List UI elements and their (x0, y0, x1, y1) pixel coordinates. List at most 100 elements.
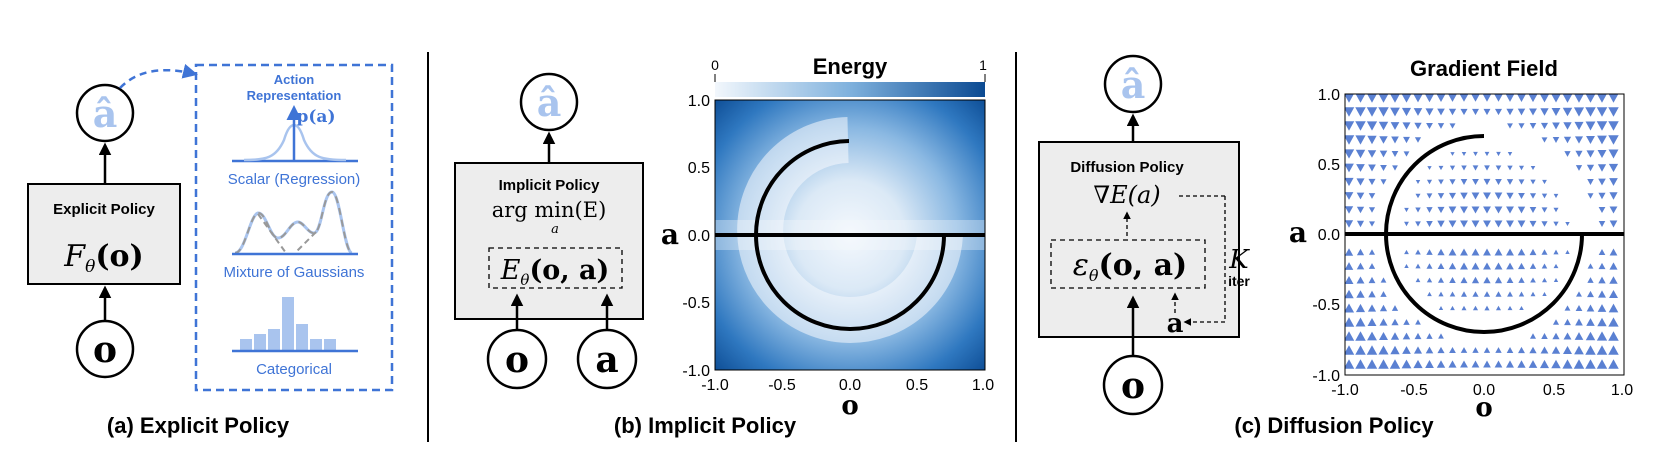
gradient-field-title: Gradient Field (1410, 56, 1558, 81)
field-arrow (1542, 179, 1547, 185)
field-arrow (1390, 332, 1400, 340)
field-arrow (1450, 305, 1455, 311)
field-arrow (1495, 305, 1502, 311)
caption-diffusion: (c) Diffusion Policy (1234, 413, 1434, 438)
field-arrow (1391, 150, 1399, 158)
xtick: -1.0 (1331, 382, 1359, 399)
field-arrow (1367, 331, 1377, 341)
field-arrow (1449, 346, 1456, 354)
field-arrow (1378, 107, 1389, 117)
scalar-regression-label: Scalar (Regression) (228, 171, 361, 188)
field-arrow (1356, 220, 1365, 228)
field-arrow (1426, 207, 1433, 213)
field-arrow (1574, 94, 1584, 103)
field-arrow (1564, 318, 1571, 326)
field-arrow (1483, 347, 1491, 353)
scalar-regression-plot (232, 105, 358, 163)
output-symbol: â (537, 80, 562, 125)
field-arrow (1425, 108, 1434, 116)
field-arrow (1506, 248, 1514, 256)
field-arrow (1401, 94, 1412, 103)
field-arrow (1574, 121, 1584, 131)
field-arrow (1585, 94, 1596, 103)
panel-implicit: â Implicit Policy arg min(E) a Eθ(o, a) … (454, 54, 994, 438)
field-arrow (1368, 276, 1376, 284)
field-arrow (1355, 331, 1366, 341)
panel-explicit: â Explicit Policy Fθ(o) o Action Represe… (27, 63, 394, 438)
field-arrow (1461, 165, 1467, 171)
field-arrow (1345, 149, 1355, 159)
xtick: -0.5 (1400, 382, 1428, 399)
field-arrow (1426, 277, 1433, 283)
field-arrow (1608, 94, 1619, 103)
field-arrow (1585, 345, 1596, 355)
field-arrow (1450, 152, 1455, 156)
field-arrow (1530, 179, 1536, 185)
field-arrow (1518, 346, 1525, 354)
field-arrow (1495, 108, 1502, 116)
field-arrow (1391, 305, 1399, 311)
field-arrow (1576, 291, 1582, 297)
field-arrow (1598, 262, 1606, 270)
output-symbol: â (1121, 62, 1146, 107)
field-arrow (1553, 207, 1559, 213)
field-arrow (1460, 347, 1468, 353)
field-arrow (1494, 248, 1503, 256)
field-arrow (1355, 135, 1366, 145)
field-arrow (1415, 277, 1421, 283)
field-arrow (1367, 304, 1377, 312)
field-arrow (1565, 222, 1570, 226)
field-arrow (1483, 262, 1491, 270)
field-arrow (1483, 248, 1491, 256)
field-arrow (1552, 122, 1560, 130)
field-arrow (1585, 359, 1596, 369)
field-arrow (1460, 220, 1468, 228)
field-arrow (1448, 220, 1457, 228)
field-arrow (1483, 108, 1491, 116)
field-arrow (1345, 275, 1354, 285)
pdf-label: p(a) (297, 107, 336, 127)
field-arrow (1368, 207, 1376, 213)
field-arrow (1496, 151, 1501, 157)
xtick: 0.0 (1473, 382, 1495, 399)
ytick: -0.5 (1312, 297, 1340, 314)
mixture-of-gaussians-label: Mixture of Gaussians (224, 264, 365, 281)
field-arrow (1448, 94, 1457, 102)
field-arrow (1471, 276, 1480, 284)
field-arrow (1426, 221, 1433, 227)
field-arrow (1471, 262, 1480, 270)
field-arrow (1391, 136, 1399, 144)
explicit-policy-box (27, 183, 181, 285)
field-arrow (1609, 276, 1618, 284)
field-arrow (1436, 94, 1446, 103)
field-arrow (1541, 221, 1548, 227)
field-arrow (1608, 359, 1619, 369)
field-arrow (1518, 192, 1525, 200)
colorbar-min: 0 (711, 57, 719, 73)
field-arrow (1448, 206, 1457, 214)
field-arrow (1483, 291, 1491, 297)
field-arrow (1518, 179, 1525, 185)
field-arrow (1472, 291, 1479, 297)
mixture-of-gaussians-plot (232, 190, 358, 256)
field-arrow (1449, 277, 1456, 283)
field-arrow (1529, 108, 1537, 116)
field-arrow (1596, 331, 1608, 341)
field-arrow (1448, 360, 1457, 368)
field-arrow (1404, 264, 1409, 268)
field-arrow (1598, 192, 1606, 200)
input-node (75, 319, 135, 379)
field-arrow (1414, 122, 1422, 130)
xtick: -0.5 (768, 377, 796, 394)
field-arrow (1404, 221, 1409, 227)
energy-function-box (488, 247, 623, 289)
field-arrow (1597, 304, 1607, 312)
field-arrow (1541, 333, 1548, 339)
field-arrow (1345, 163, 1354, 173)
field-arrow (1552, 137, 1560, 143)
caption-explicit: (a) Explicit Policy (107, 413, 290, 438)
ytick: 0.0 (1318, 227, 1340, 244)
field-arrow (1402, 122, 1411, 130)
field-arrow (1563, 345, 1572, 355)
field-arrow (1608, 331, 1619, 341)
